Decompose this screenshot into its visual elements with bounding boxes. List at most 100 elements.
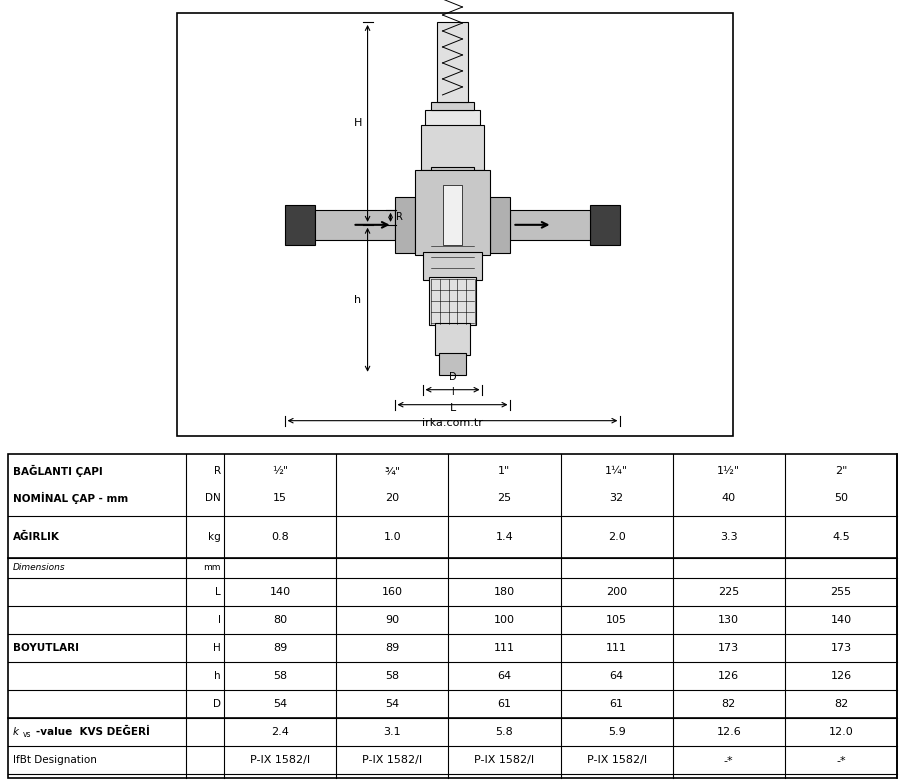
Text: 2": 2" [834,466,847,476]
Text: Dimensions: Dimensions [13,563,66,572]
Text: 61: 61 [610,699,624,709]
Text: -value  KVS DEĞERİ: -value KVS DEĞERİ [36,727,150,737]
Bar [429,277,476,325]
Text: 1.0: 1.0 [384,532,401,542]
Bar [395,197,414,253]
Text: 58: 58 [386,671,399,681]
Text: 20: 20 [386,493,399,504]
Text: L: L [450,403,455,413]
Text: P-IX 1582/I: P-IX 1582/I [250,755,310,765]
Bar [285,205,315,245]
Bar [510,210,590,240]
Text: 180: 180 [494,586,515,597]
Text: 32: 32 [610,493,624,504]
Text: R: R [214,466,221,476]
Bar [424,110,481,130]
Text: 3.1: 3.1 [384,727,401,737]
Text: 80: 80 [273,615,287,625]
Text: l: l [218,615,221,625]
Text: 5.9: 5.9 [608,727,625,737]
Text: IfBt Designation: IfBt Designation [13,755,97,765]
Text: l: l [451,386,454,396]
Text: 58: 58 [273,671,287,681]
Text: 140: 140 [270,586,291,597]
Bar [439,353,466,375]
Text: vs: vs [23,730,32,740]
Text: 50: 50 [834,493,848,504]
Text: 100: 100 [494,615,515,625]
Text: h: h [354,295,361,305]
Text: AĞIRLIK: AĞIRLIK [13,532,60,542]
Bar [315,210,395,240]
Bar [423,252,482,280]
Text: 89: 89 [386,643,399,653]
Text: 1": 1" [499,466,510,476]
Text: 126: 126 [719,671,739,681]
Text: kg: kg [208,532,221,542]
Text: 54: 54 [273,699,287,709]
Text: 173: 173 [719,643,739,653]
Text: h: h [214,671,221,681]
Text: 82: 82 [721,699,736,709]
Text: 15: 15 [273,493,287,504]
Text: D: D [449,371,456,382]
Text: 25: 25 [498,493,511,504]
Text: 2.0: 2.0 [608,532,625,542]
Text: 40: 40 [721,493,736,504]
Text: 4.5: 4.5 [832,532,850,542]
Bar [436,22,469,102]
Text: DN: DN [205,493,221,504]
Bar [421,125,484,170]
Text: H: H [214,643,221,653]
Text: 61: 61 [498,699,511,709]
Text: 130: 130 [719,615,739,625]
Text: 5.8: 5.8 [496,727,513,737]
Text: 82: 82 [834,699,848,709]
Text: 105: 105 [606,615,627,625]
Text: 1½": 1½" [717,466,740,476]
Text: L: L [215,586,221,597]
Text: D: D [213,699,221,709]
Text: 54: 54 [386,699,399,709]
Text: -*: -* [724,755,734,765]
Text: ½": ½" [272,466,288,476]
Bar [434,323,471,355]
Bar [431,167,474,185]
Text: 12.0: 12.0 [829,727,853,737]
Text: ¾": ¾" [385,466,400,476]
Text: R: R [396,213,403,222]
Text: 126: 126 [831,671,852,681]
Text: P-IX 1582/I: P-IX 1582/I [362,755,423,765]
Text: 225: 225 [719,586,739,597]
Text: 1¼": 1¼" [605,466,628,476]
Text: P-IX 1582/I: P-IX 1582/I [474,755,535,765]
Text: mm: mm [204,563,221,572]
Bar [176,13,733,436]
Text: 140: 140 [831,615,852,625]
Text: 111: 111 [494,643,515,653]
Text: 3.3: 3.3 [720,532,738,542]
Text: 2.4: 2.4 [272,727,289,737]
Text: BAĞLANTI ÇAPI: BAĞLANTI ÇAPI [13,465,103,477]
Text: 255: 255 [831,586,852,597]
Text: P-IX 1582/I: P-IX 1582/I [586,755,647,765]
Text: 64: 64 [498,671,511,681]
Text: 0.8: 0.8 [272,532,289,542]
Text: BOYUTLARI: BOYUTLARI [13,643,79,653]
Text: 173: 173 [831,643,852,653]
Bar [590,205,620,245]
Bar [443,185,462,245]
Text: 89: 89 [273,643,287,653]
Bar [414,170,491,255]
Bar [431,102,474,110]
Text: 111: 111 [606,643,627,653]
Text: -*: -* [836,755,846,765]
Text: k: k [13,727,19,737]
Text: irka.com.tr: irka.com.tr [422,418,483,428]
Text: H: H [353,118,362,128]
Text: 200: 200 [606,586,627,597]
Text: 90: 90 [386,615,399,625]
Text: 160: 160 [382,586,403,597]
Text: 64: 64 [610,671,624,681]
Text: NOMİNAL ÇAP - mm: NOMİNAL ÇAP - mm [13,493,129,504]
